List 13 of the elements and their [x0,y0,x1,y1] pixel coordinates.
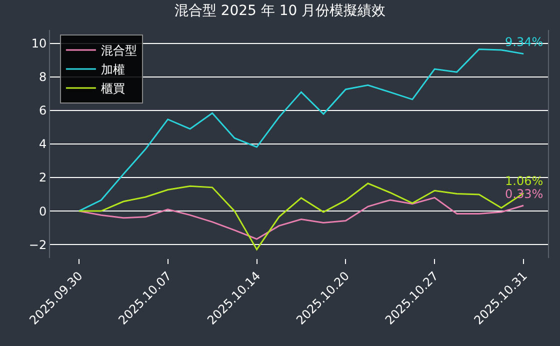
y-tick-label: 8 [38,70,47,84]
chart-title: 混合型 2025 年 10 月份模擬績效 [174,2,386,19]
legend-label: 櫃買 [100,82,125,96]
y-tick-label: 6 [38,104,47,118]
y-tick-label: −2 [28,238,47,252]
annotation: 0.33% [505,187,544,201]
legend-label: 混合型 [100,44,137,58]
y-tick-label: 0 [38,204,47,218]
y-tick-label: 2 [38,170,47,185]
y-tick-label: 4 [38,137,47,152]
annotation: 1.06% [505,174,544,188]
legend-label: 加權 [100,62,125,77]
y-tick-label: 10 [31,36,47,51]
